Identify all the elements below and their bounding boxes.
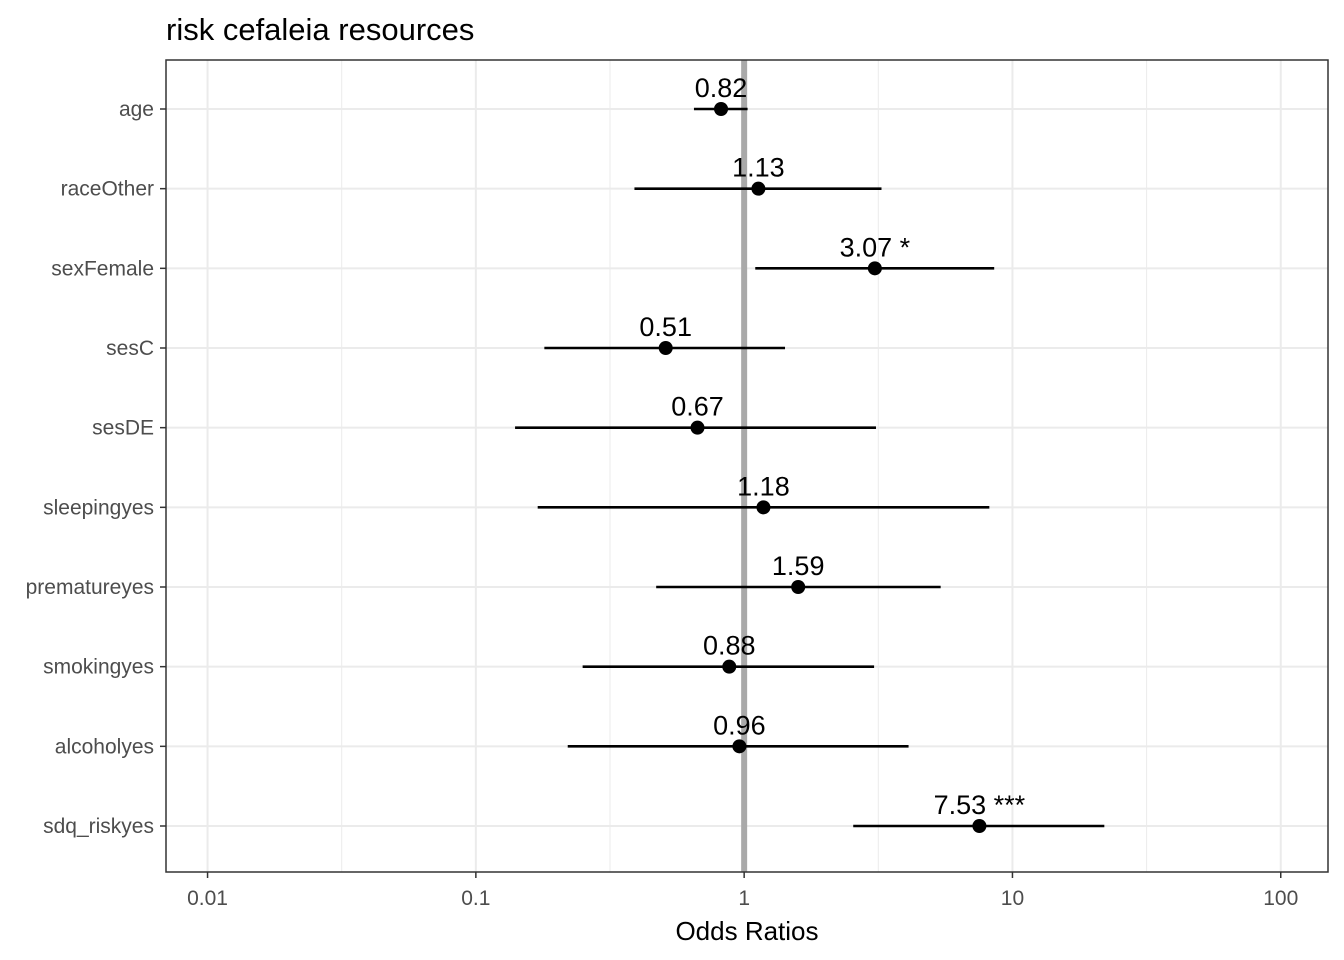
y-tick-label-sleepingyes: sleepingyes <box>43 496 154 519</box>
data-label-sexFemale: 3.07 * <box>840 232 911 262</box>
y-tick-label-sdq_riskyes: sdq_riskyes <box>43 815 154 838</box>
data-label-sesDE: 0.67 <box>671 392 724 422</box>
y-tick-label-alcoholyes: alcoholyes <box>55 735 154 758</box>
x-axis-label: Odds Ratios <box>675 916 818 946</box>
y-tick-label-age: age <box>119 98 154 121</box>
data-label-prematureyes: 1.59 <box>772 551 825 581</box>
point-sleepingyes <box>756 500 771 515</box>
y-tick-label-sexFemale: sexFemale <box>51 257 154 280</box>
y-tick-label-raceOther: raceOther <box>61 178 154 201</box>
point-alcoholyes <box>732 739 747 754</box>
point-raceOther <box>751 181 766 196</box>
chart-title: risk cefaleia resources <box>166 12 474 47</box>
point-age <box>714 102 729 116</box>
point-sesC <box>658 341 673 355</box>
data-label-age: 0.82 <box>695 73 748 103</box>
marks-layer: 0.82 1.13 3.07 * 0.51 0.67 1.18 1.59 0.88 0.96 7.… <box>515 73 1105 833</box>
y-tick-label-sesDE: sesDE <box>92 417 154 440</box>
panel-border <box>165 59 1329 873</box>
data-label-sdq_riskyes: 7.53 *** <box>934 790 1026 820</box>
x-axis: 0.01 0.1 1 10 100 <box>187 872 1298 910</box>
data-label-raceOther: 1.13 <box>732 153 785 183</box>
point-sexFemale <box>867 261 882 276</box>
point-sdq_riskyes <box>972 819 987 833</box>
x-tick-label: 0.01 <box>187 887 228 910</box>
data-label-smokingyes: 0.88 <box>703 631 756 661</box>
data-label-sesC: 0.51 <box>639 312 692 342</box>
y-tick-label-smokingyes: smokingyes <box>43 656 154 679</box>
x-tick-label: 0.1 <box>461 887 490 910</box>
x-tick-label: 1 <box>738 887 750 910</box>
y-tick-label-sesC: sesC <box>106 337 154 360</box>
point-sesDE <box>690 420 705 435</box>
point-smokingyes <box>722 659 737 674</box>
x-tick-label: 100 <box>1263 887 1298 910</box>
data-label-alcoholyes: 0.96 <box>713 710 766 740</box>
y-axis: age raceOther sexFemale sesC sesDE sleepingye… <box>26 98 166 838</box>
data-label-sleepingyes: 1.18 <box>737 471 790 501</box>
x-tick-label: 10 <box>1001 887 1024 910</box>
point-prematureyes <box>791 580 806 594</box>
y-tick-label-prematureyes: prematureyes <box>26 576 154 599</box>
